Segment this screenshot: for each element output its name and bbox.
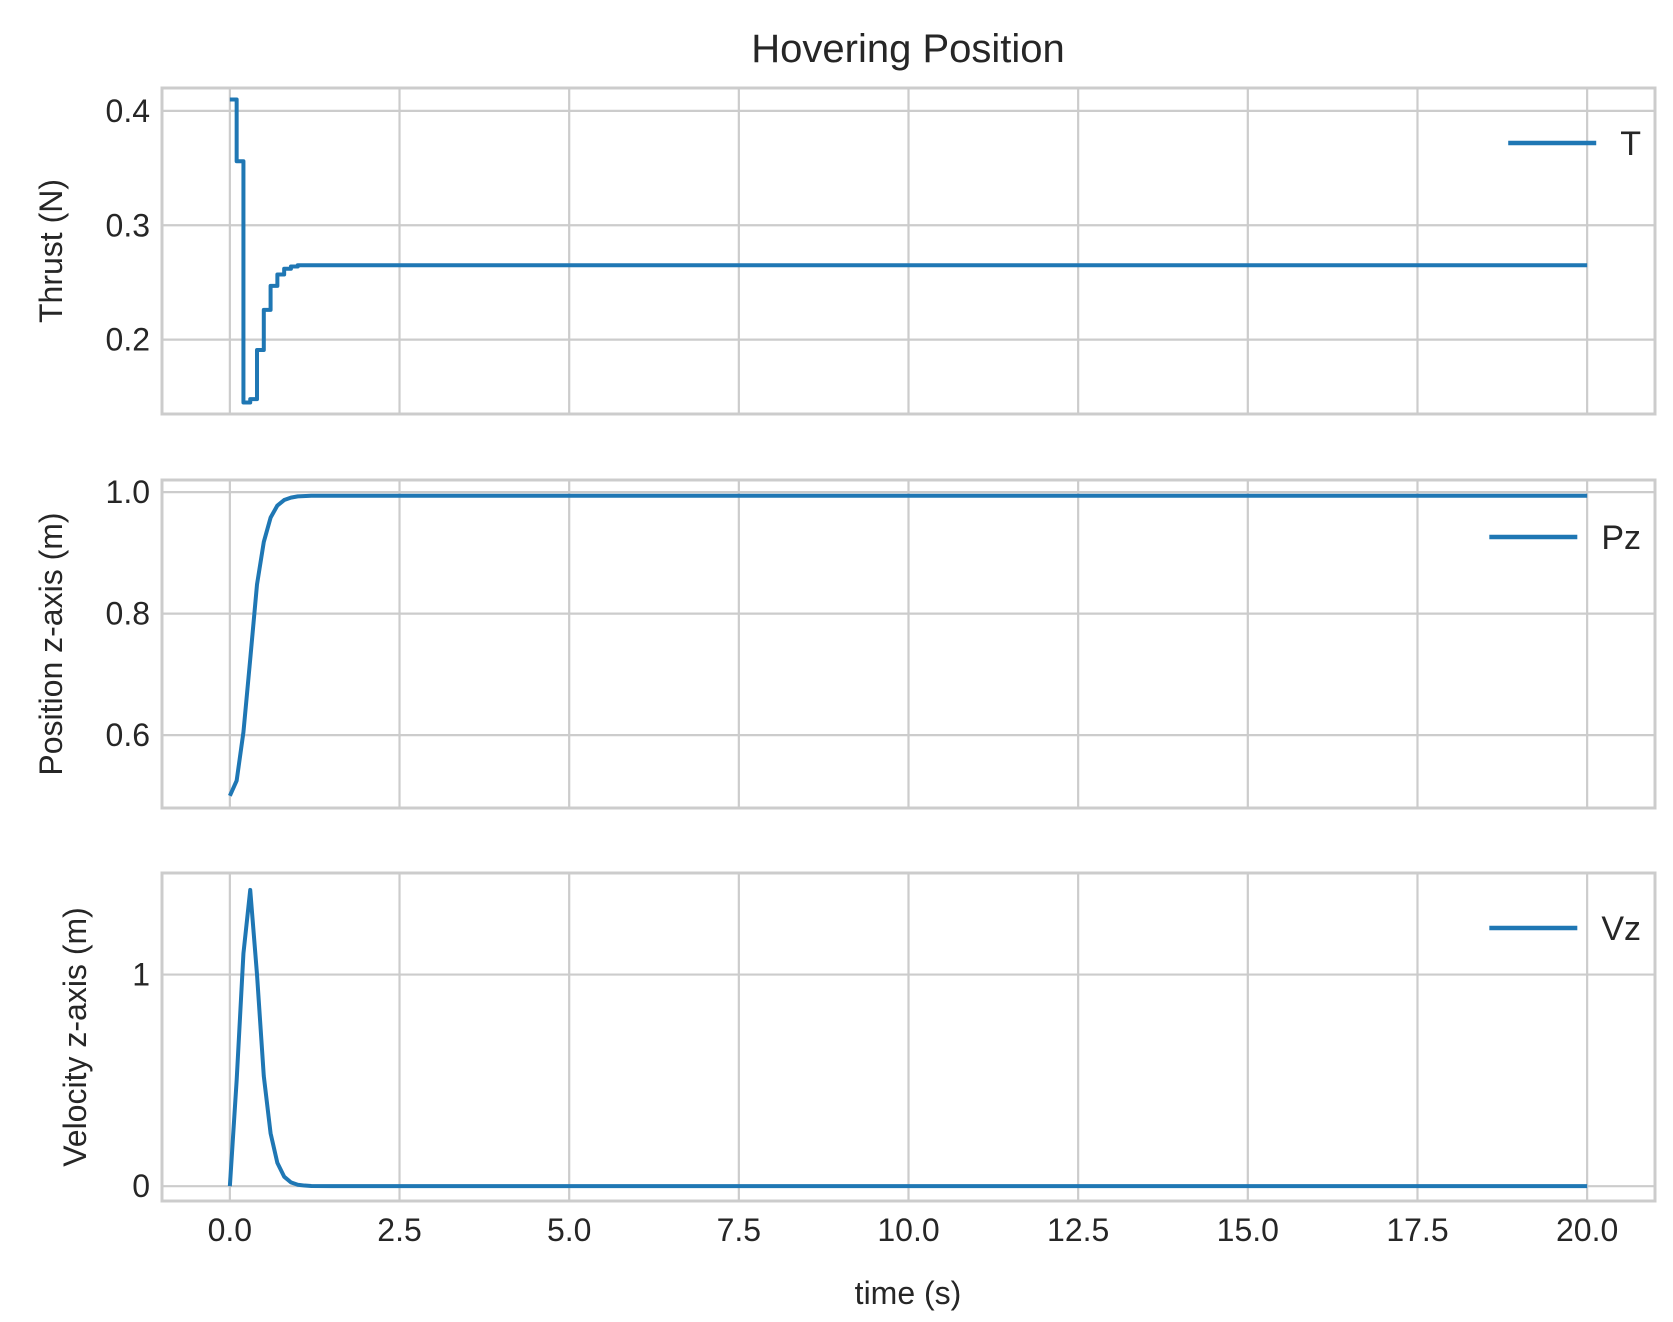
legend-label: Vz: [1601, 910, 1641, 948]
y-tick-label: 1.0: [106, 474, 150, 510]
y-tick-label: 0.8: [106, 596, 150, 632]
y-tick-label: 0.3: [106, 207, 150, 243]
x-tick-label: 10.0: [877, 1212, 939, 1248]
x-tick-label: 2.5: [377, 1212, 421, 1248]
subplots-container: 0.2 0.3 0.4 Thrust (N) T 0.6 0.8 1.0 Position z-…: [33, 86, 1657, 1248]
legend-label: Pz: [1601, 519, 1641, 557]
x-tick-label: 7.5: [717, 1212, 761, 1248]
chart-title: Hovering Position: [751, 27, 1065, 71]
x-tick-label: 0.0: [208, 1212, 252, 1248]
x-axis-label: time (s): [855, 1275, 962, 1311]
y-axis-label: Thrust (N): [33, 179, 69, 323]
y-tick-label: 0.6: [106, 717, 150, 753]
subplot-3: 0 1 Velocity z-axis (m) Vz 0.0 2.5 5.0 7.5 10.0 1…: [57, 871, 1657, 1248]
series-line-vz: [227, 887, 1588, 1189]
x-tick-label: 17.5: [1386, 1212, 1448, 1248]
y-axis-label: Velocity z-axis (m): [57, 907, 93, 1167]
y-axis-label: Position z-axis (m): [33, 512, 69, 775]
x-tick-label: 12.5: [1047, 1212, 1109, 1248]
plot-frame: [160, 86, 1657, 416]
subplot-1: 0.2 0.3 0.4 Thrust (N) T: [33, 86, 1657, 416]
series-line-pz: [228, 493, 1588, 797]
x-tick-label: 5.0: [547, 1212, 591, 1248]
plot-frame: [160, 478, 1657, 810]
x-tick-label: 20.0: [1556, 1212, 1618, 1248]
x-tick-label: 15.0: [1217, 1212, 1279, 1248]
y-tick-label: 0.4: [106, 93, 150, 129]
legend-label: T: [1620, 125, 1641, 163]
y-tick-label: 0: [132, 1168, 150, 1204]
y-tick-label: 1: [132, 957, 150, 993]
y-tick-label: 0.2: [106, 322, 150, 358]
series-line-t: [229, 97, 1588, 405]
subplot-2: 0.6 0.8 1.0 Position z-axis (m) Pz: [33, 474, 1657, 810]
plot-frame: [160, 871, 1657, 1203]
